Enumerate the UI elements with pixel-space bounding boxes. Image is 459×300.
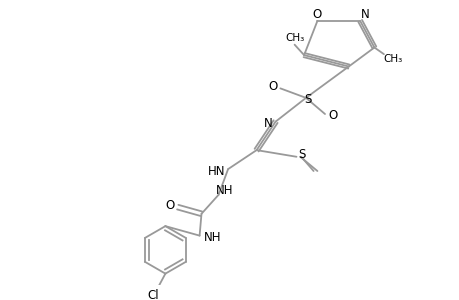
- Text: N: N: [263, 117, 272, 130]
- Text: NH: NH: [215, 184, 233, 197]
- Text: N: N: [360, 8, 369, 21]
- Text: Cl: Cl: [147, 289, 158, 300]
- Text: HN: HN: [207, 164, 225, 178]
- Text: CH₃: CH₃: [285, 33, 303, 43]
- Text: O: O: [312, 8, 321, 21]
- Text: O: O: [165, 199, 174, 212]
- Text: CH₃: CH₃: [383, 54, 402, 64]
- Text: NH: NH: [204, 231, 221, 244]
- Text: O: O: [327, 110, 336, 122]
- Text: O: O: [268, 80, 277, 93]
- Text: S: S: [303, 93, 311, 106]
- Text: S: S: [298, 148, 305, 161]
